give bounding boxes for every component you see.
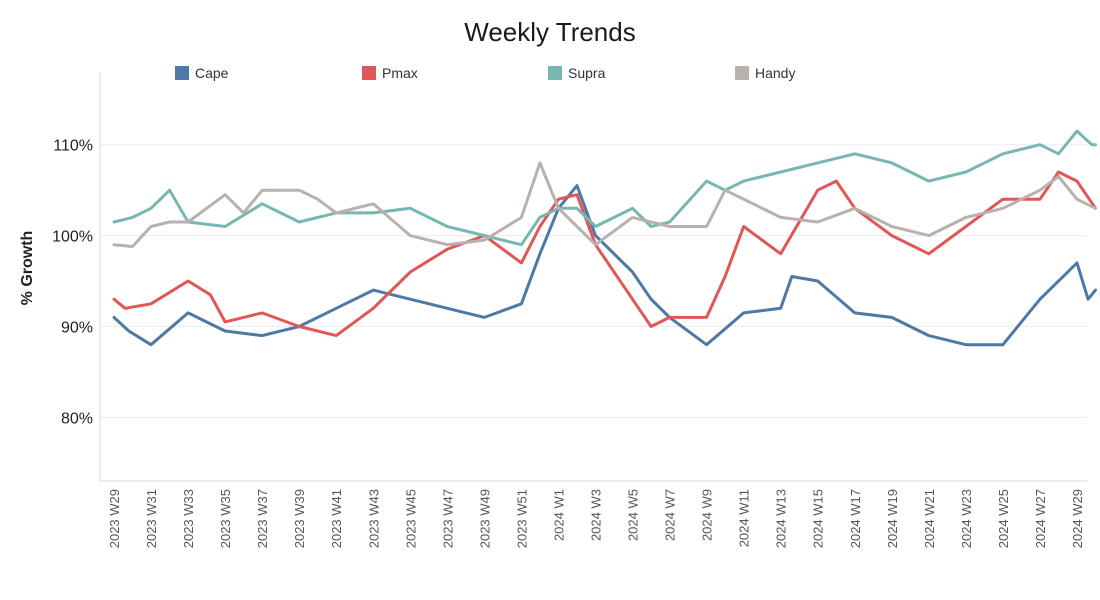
- y-tick-label: 80%: [61, 410, 93, 427]
- x-tick-label: 2023 W31: [144, 489, 159, 548]
- legend-item-cape[interactable]: Cape: [175, 65, 229, 81]
- gridlines: [99, 72, 1087, 482]
- x-tick-label: 2024 W25: [996, 489, 1011, 548]
- x-tick-label: 2024 W3: [589, 489, 604, 541]
- x-tick-label: 2024 W21: [922, 489, 937, 548]
- legend-swatch: [362, 66, 376, 80]
- x-axis-ticks: 2023 W29 2023 W31 2023 W33 2023 W35 2023 W37…: [107, 489, 1085, 548]
- x-tick-label: 2024 W9: [700, 489, 715, 541]
- series-line-supra: [112, 129, 1097, 247]
- legend-swatch: [548, 66, 562, 80]
- legend: Cape Pmax Supra Handy: [175, 65, 795, 81]
- y-axis-ticks: 80% 90% 100% 110%: [52, 138, 93, 428]
- x-tick-label: 2024 W7: [663, 489, 678, 541]
- x-tick-label: 2023 W49: [477, 489, 492, 548]
- x-tick-label: 2023 W47: [440, 489, 455, 548]
- legend-swatch: [735, 66, 749, 80]
- y-tick-label: 90%: [61, 319, 93, 336]
- x-tick-label: 2024 W19: [885, 489, 900, 548]
- legend-swatch: [175, 66, 189, 80]
- x-tick-label: 2023 W33: [181, 489, 196, 548]
- series-line-cape: [112, 184, 1097, 347]
- series-line-handy: [112, 161, 1097, 248]
- x-tick-label: 2024 W17: [848, 489, 863, 548]
- x-tick-label: 2024 W13: [774, 489, 789, 548]
- chart-title: Weekly Trends: [464, 17, 635, 47]
- legend-item-supra[interactable]: Supra: [548, 65, 606, 81]
- legend-label: Cape: [195, 65, 229, 81]
- x-tick-label: 2023 W51: [514, 489, 529, 548]
- x-tick-label: 2023 W45: [403, 489, 418, 548]
- legend-label: Pmax: [382, 65, 418, 81]
- legend-label: Handy: [755, 65, 795, 81]
- x-tick-label: 2024 W5: [626, 489, 641, 541]
- x-tick-label: 2024 W23: [959, 489, 974, 548]
- legend-item-handy[interactable]: Handy: [735, 65, 795, 81]
- x-tick-label: 2023 W35: [218, 489, 233, 548]
- x-tick-label: 2023 W29: [107, 489, 122, 548]
- x-tick-label: 2024 W27: [1033, 489, 1048, 548]
- x-tick-label: 2023 W43: [366, 489, 381, 548]
- y-tick-label: 110%: [53, 138, 93, 155]
- y-tick-label: 100%: [52, 229, 93, 246]
- x-tick-label: 2024 W11: [737, 489, 752, 547]
- x-tick-label: 2024 W29: [1070, 489, 1085, 548]
- legend-item-pmax[interactable]: Pmax: [362, 65, 418, 81]
- x-tick-label: 2023 W37: [255, 489, 270, 548]
- x-tick-label: 2024 W15: [811, 489, 826, 548]
- x-tick-label: 2023 W39: [292, 489, 307, 548]
- series-lines: [112, 129, 1097, 347]
- series-line-pmax: [112, 170, 1097, 338]
- x-tick-label: 2024 W1: [551, 489, 566, 541]
- legend-label: Supra: [568, 65, 606, 81]
- y-axis-label: % Growth: [19, 231, 36, 306]
- x-tick-label: 2023 W41: [329, 489, 344, 548]
